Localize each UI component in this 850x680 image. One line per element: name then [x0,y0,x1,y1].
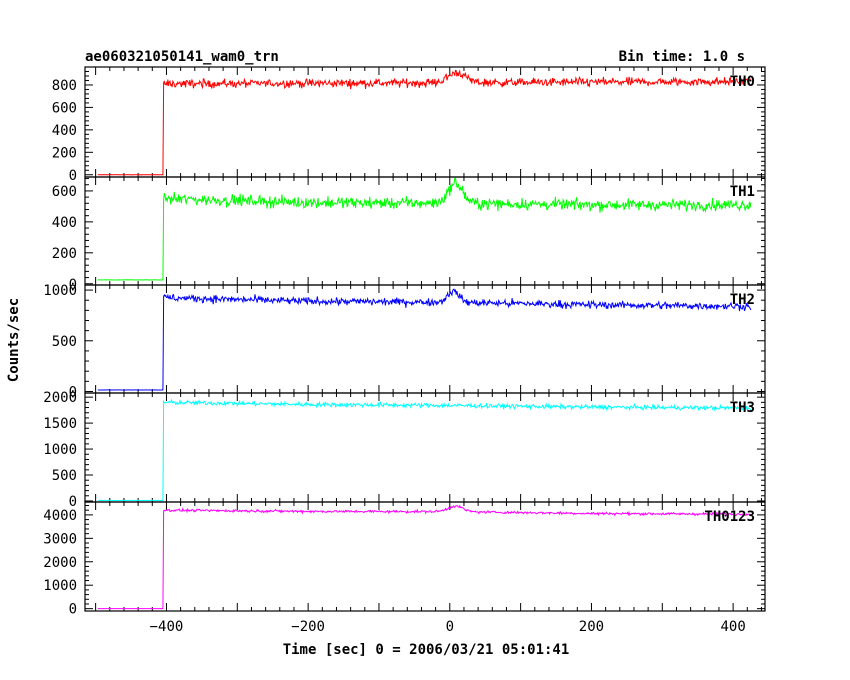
y-tick-label: 1000 [43,442,77,458]
y-tick-label: 0 [69,168,77,184]
y-tick-label: 500 [52,334,77,350]
panel-frame [84,284,766,394]
y-tick-label: 0 [69,602,77,618]
panel-name-label: TH0 [730,74,755,90]
y-tick-label: 1000 [43,283,77,299]
x-tick-label: 200 [579,619,604,635]
panel-th1: 0 200 400 600 TH1 [52,176,766,293]
y-tick-label: 0 [69,277,77,293]
panel-frame [84,501,766,612]
y-tick-label: 200 [52,246,77,262]
y-tick-label: 600 [52,100,77,116]
panel-th0: 0 200 400 600 800 TH0 [52,66,766,184]
y-tick-label: 4000 [43,508,77,524]
y-tick-label: 200 [52,145,77,161]
x-tick-label: 0 [446,619,454,635]
series-th3-line [97,398,752,501]
x-tick-label: −200 [291,619,325,635]
x-axis-label: Time [sec] 0 = 2006/03/21 05:01:41 [283,642,570,658]
y-tick-label: 400 [52,215,77,231]
panel-th0123: 0 1000 2000 3000 4000 TH0123 [43,501,766,618]
chart-title: ae060321050141_wam0_trn [85,49,279,65]
x-tick-label: −400 [150,619,184,635]
y-tick-label: 0 [69,494,77,510]
y-tick-label: 600 [52,184,77,200]
series-th2-line [97,288,752,391]
panel-name-label: TH0123 [704,509,755,525]
y-tick-label: 2000 [43,390,77,406]
y-tick-label: 500 [52,468,77,484]
panel-th3: 0 500 1000 1500 2000 TH3 [43,390,766,510]
y-tick-label: 800 [52,78,77,94]
series-th1-line [97,177,752,281]
y-tick-label: 1500 [43,416,77,432]
panel-name-label: TH1 [730,184,755,200]
y-tick-label: 0 [69,384,77,400]
panel-name-label: TH3 [730,400,755,416]
panel-th2: 0 500 1000 TH2 [43,283,766,400]
y-tick-label: 3000 [43,531,77,547]
series-th0123-line [97,504,752,610]
x-tick-label: 400 [720,619,745,635]
y-tick-label: 1000 [43,578,77,594]
y-tick-label: 2000 [43,555,77,571]
panel-name-label: TH2 [730,292,755,308]
y-axis-label: Counts/sec [6,298,22,382]
y-tick-label: 400 [52,123,77,139]
panels-group: 0 200 400 600 800 TH0 0 200 400 600 TH1 0 500 1000 TH2… [43,66,766,635]
bin-time-label: Bin time: 1.0 s [619,49,745,65]
series-th0-line [97,69,752,176]
panel-frame [84,176,766,286]
panel-frame [84,392,766,503]
